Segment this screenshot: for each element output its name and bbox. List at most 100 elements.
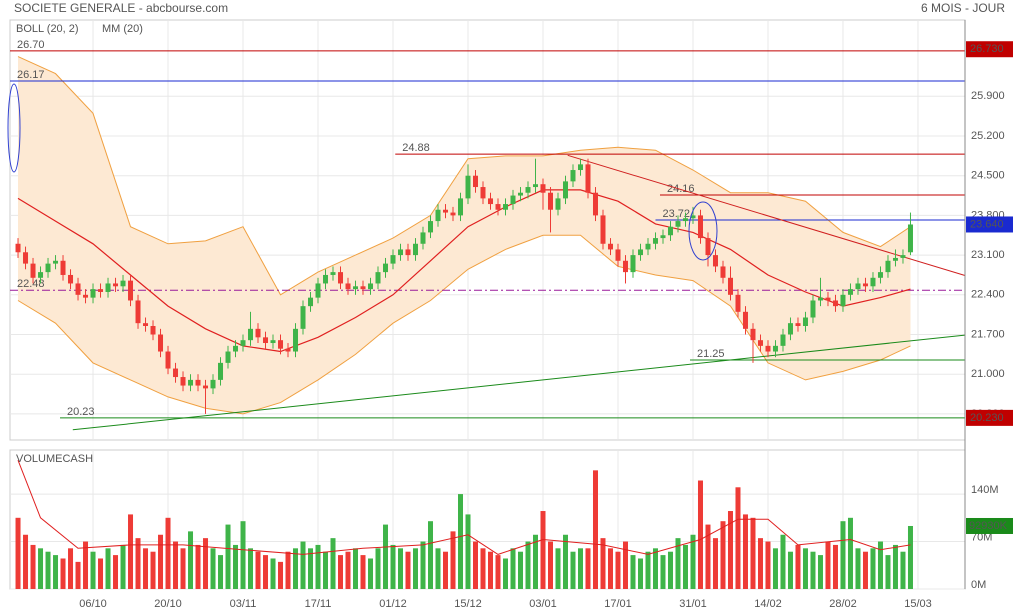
volume-bar [622,541,628,589]
y-tick-label: 0M [971,579,986,591]
volume-bar [53,555,59,589]
volume-bar [405,551,411,589]
volume-bar [757,538,763,589]
volume-bar [248,548,254,589]
volume-bar [517,551,523,589]
candle-body [622,260,628,273]
candle-body [450,212,456,216]
volume-bar [120,544,126,589]
volume-bar [330,538,336,589]
candle-body [135,300,141,324]
candle-body [547,192,553,210]
volume-bar [308,548,314,589]
volume-bar [637,558,643,589]
panel-title: VOLUMECASH [16,453,93,465]
candle-body [900,255,906,258]
volume-bar [188,531,194,589]
candle-body [98,289,104,292]
volume-bar [615,551,621,589]
volume-bar [862,551,868,589]
candle-body [473,175,479,188]
candle-body [360,286,366,290]
volume-bar [233,544,239,589]
volume-bar [592,470,598,589]
candle-body [158,334,164,352]
level-label: 22.48 [17,278,45,290]
volume-badge [966,517,1013,534]
price-badge-label: 23.640 [970,218,1004,230]
volume-bar [742,514,748,589]
volume-bar [855,548,861,589]
volume-bar [473,541,479,589]
candle-body [173,368,179,378]
volume-bar [210,548,216,589]
volume-bar [368,558,374,589]
candle-body [727,277,733,295]
candle-body [847,289,853,295]
candle-body [53,260,59,264]
candle-body [832,300,838,307]
candle-body [510,195,516,205]
candle-body [780,334,786,346]
level-label: 24.16 [667,183,695,195]
volume-bar [345,551,351,589]
candle-body [30,263,36,278]
x-tick-label: 14/02 [754,598,782,610]
candle-body [75,283,81,295]
candle-body [233,345,239,352]
candle-body [83,294,89,298]
y-tick-label: 21.700 [971,328,1005,340]
candle-body [690,215,696,219]
legend-entry: MM (20) [102,23,143,35]
volume-bar [45,551,51,589]
candle-body [270,340,276,344]
candle-body [720,266,726,278]
candle-body [480,187,486,199]
candle-body [180,377,186,386]
candle-body [345,283,351,290]
candle-body [398,249,404,256]
price-badge [966,216,1013,233]
volume-bar [487,551,493,589]
chart-title: SOCIETE GENERALE - abcbourse.com [14,1,228,15]
volume-bar [577,548,583,589]
candle-body [682,218,688,222]
candle-body [90,289,96,298]
volume-bar [195,544,201,589]
volume-bar [353,548,359,589]
volume-bar [502,558,508,589]
candle-body [203,385,209,389]
price-badge [966,41,1013,58]
candle-body [323,274,329,284]
x-tick-label: 31/01 [679,598,707,610]
volume-bar [68,548,74,589]
volume-bar [398,548,404,589]
volume-bar [787,551,793,589]
candle-body [38,272,44,278]
volume-bar [218,555,224,589]
volume-bar [645,551,651,589]
candle-body [248,328,254,341]
volume-bar [562,534,568,589]
volume-bar [30,544,36,589]
candle-body [517,192,523,196]
volume-bar [727,511,733,589]
volume-bar [840,521,846,589]
volume-bar [98,558,104,589]
level-label: 26.70 [17,39,45,51]
candle-body [705,238,711,256]
volume-bar [338,555,344,589]
candle-body [188,379,194,386]
level-label: 24.88 [402,142,430,154]
candle-body [742,311,748,329]
candle-body [712,255,718,267]
candle-body [487,198,493,205]
volume-bar [540,511,546,589]
volume-bar [390,544,396,589]
candle-body [525,187,531,193]
candle-body [802,317,808,326]
volume-bar [203,538,209,589]
candle-body [877,272,883,278]
